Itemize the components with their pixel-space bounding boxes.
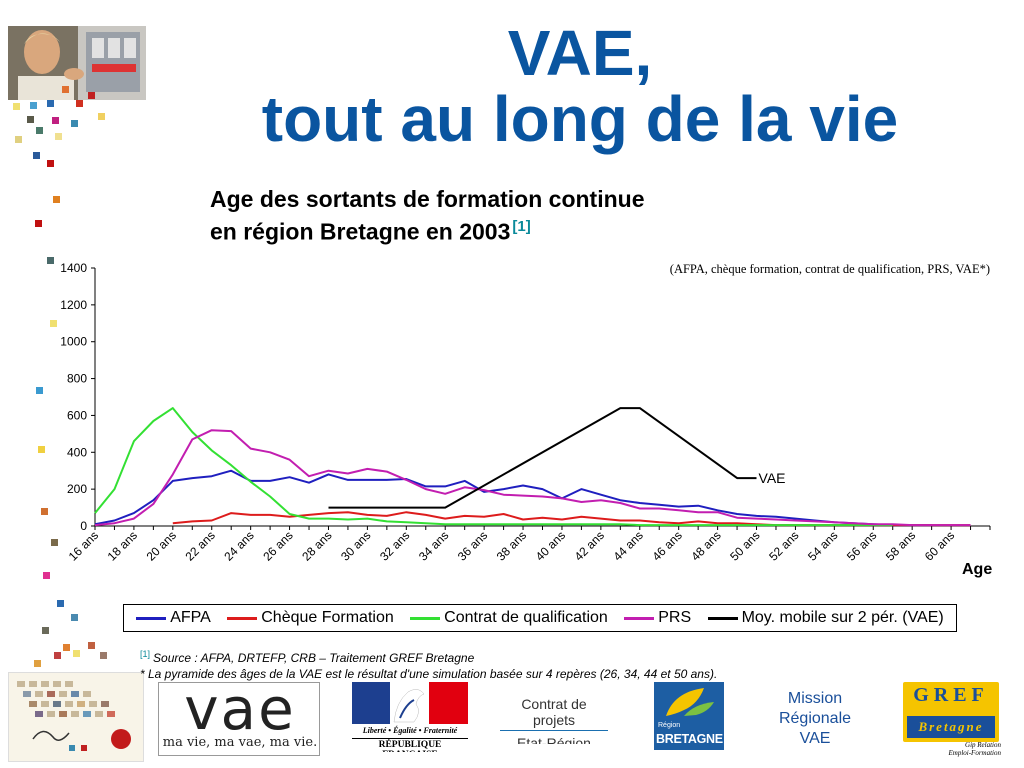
y-tick-label: 1000 [60,335,87,349]
chart-note: (AFPA, chèque formation, contrat de qual… [669,262,990,276]
vae-logo-tagline: ma vie, ma vae, ma vie. [162,735,318,750]
legend-swatch [707,616,738,620]
mission-line-1: Mission [787,690,843,707]
subtitle-footnote-ref[interactable]: [1] [512,218,531,235]
gref-tagline-1: Gip Relation [965,741,1001,749]
y-tick-label: 1200 [60,298,87,312]
legend-label: Moy. mobile sur 2 pér. (VAE) [741,609,944,626]
legend-entry-vae: Moy. mobile sur 2 pér. (VAE) [707,609,944,627]
legend-entry-cheque: Chèque Formation [227,609,394,627]
bretagne-leaf-icon [666,688,714,716]
subtitle-line-1: Age des sortants de formation continue [210,186,645,212]
x-tick-label: 22 ans [182,528,217,563]
y-tick-label: 400 [67,445,87,459]
region-name: BRETAGNE [656,732,723,746]
gref-word: GREF [913,684,989,706]
x-tick-label: 52 ans [766,528,801,563]
title-line-1: VAE, [507,17,653,89]
source-line-2: * La pyramide des âges de la VAE est le … [140,667,718,681]
x-tick-label: 58 ans [883,528,918,563]
y-tick-label: 600 [67,408,87,422]
slide-title: VAE, tout au long de la vie [150,20,1010,152]
chart-legend: AFPA Chèque Formation Contrat de qualifica… [123,604,957,632]
legend-swatch [227,616,258,620]
marianne-flag-icon [352,682,468,724]
region-small-label: Région [658,722,681,729]
x-tick-label: 38 ans [494,528,529,563]
source-note: [1] Source : AFPA, DRTEFP, CRB – Traiteme… [140,646,717,682]
x-tick-label: 20 ans [144,528,179,563]
x-tick-label: 28 ans [299,528,334,563]
line-chart: 0 200 400 600 800 1000 1200 1400 16 ans 18 ans 20 … [60,261,991,564]
x-tick-label: 48 ans [688,528,723,563]
title-line-2: tout au long de la vie [261,83,899,155]
x-axis-label: Age [962,561,993,578]
legend-entry-contrat: Contrat de qualification [410,609,608,627]
x-tick-label: 36 ans [455,528,490,563]
x-tick-label: 24 ans [221,528,256,563]
vae-logo-word: vae [184,682,296,743]
y-tick-label: 1400 [60,261,87,275]
source-line-1: [1] Source : AFPA, DRTEFP, CRB – Traiteme… [140,646,717,666]
gref-bretagne-logo: GREF Bretagne [903,682,999,742]
legend-label: AFPA [170,609,211,626]
rf-motto: Liberté • Égalité • Fraternité [362,726,458,735]
y-tick-label: 800 [67,372,87,386]
y-tick-label: 0 [80,519,87,533]
vae-logo: vae ma vie, ma vae, ma vie. [158,682,320,756]
x-tick-label: 18 ans [105,528,140,563]
x-tick-label: 40 ans [533,528,568,563]
x-tick-label: 46 ans [649,528,684,563]
legend-swatch [624,616,655,620]
contrat-line-2: Etat-Région [517,735,591,744]
contrat-de-projets-logo: Contrat de projets Etat-Région [492,696,616,744]
source-footnote-ref[interactable]: [1] [140,649,151,659]
legend-label: PRS [658,609,692,626]
legend-entry-afpa: AFPA [136,609,211,627]
decorative-mosaic-logo [8,672,144,762]
subtitle-line-2-text: en région Bretagne en 2003 [210,218,511,245]
chart-subtitle: Age des sortants de formation continue e… [210,185,830,246]
x-tick-label: 30 ans [338,528,373,563]
legend-swatch [136,616,167,620]
gref-region: Bretagne [907,716,995,738]
x-tick-label: 44 ans [611,528,646,563]
subtitle-line-2: en région Bretagne en 2003 [1] [210,213,830,246]
republique-francaise-logo: Liberté • Égalité • Fraternité RÉPUBLIQU… [352,682,468,752]
x-tick-label: 54 ans [805,528,840,563]
x-tick-label: 34 ans [416,528,451,563]
x-tick-label: 50 ans [727,528,762,563]
x-tick-label: 56 ans [844,528,879,563]
series-line-contrat [94,407,893,527]
series-line-prs [94,429,971,527]
x-tick-label: 26 ans [260,528,295,563]
series-line-afpa [94,469,932,527]
rf-name: RÉPUBLIQUE FRANÇAISE [352,738,468,752]
chart-labels: 0 200 400 600 800 1000 1200 1400 16 ans 18 ans 20 … [60,261,957,564]
x-tick-label: 42 ans [572,528,607,563]
legend-label: Chèque Formation [261,609,394,626]
gref-tagline: Gip Relation Emploi-Formation [915,741,1002,757]
source-text: Source : AFPA, DRTEFP, CRB – Traitement … [153,651,475,665]
x-tick-label: 32 ans [377,528,412,563]
legend-entry-prs: PRS [624,609,691,627]
chart-axes [91,267,991,530]
x-tick-label: 60 ans [922,528,957,563]
header-photo [8,26,146,100]
gref-tagline-2: Emploi-Formation [948,749,1002,757]
series-label-vae: VAE [759,470,786,486]
mission-line-3: VAE [799,730,831,747]
y-tick-label: 200 [67,482,87,496]
x-tick-label: 16 ans [66,528,101,563]
contrat-line-1: Contrat de projets [500,696,608,731]
mission-line-2: Régionale [778,710,852,727]
legend-swatch [410,616,441,620]
mission-regionale-vae: Mission Régionale VAE [760,689,870,749]
legend-label: Contrat de qualification [444,609,608,626]
chart-series [94,407,971,527]
series-line-vae [328,407,757,509]
region-bretagne-logo: Région BRETAGNE [654,682,724,750]
